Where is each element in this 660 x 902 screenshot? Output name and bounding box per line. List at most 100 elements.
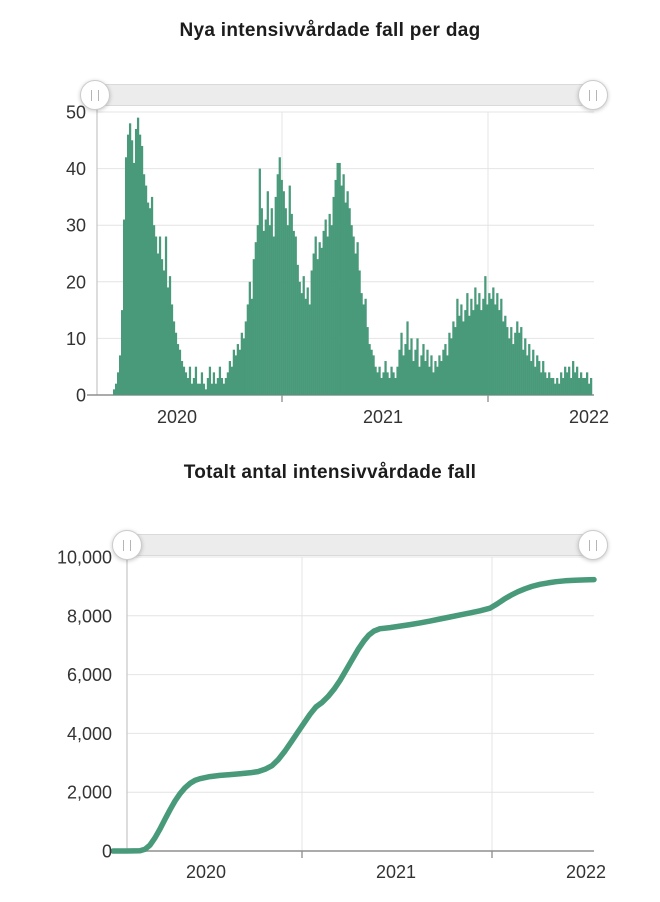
bar: [334, 179, 337, 395]
y-axis-label: 40: [66, 159, 86, 179]
bar: [132, 162, 136, 395]
bar: [544, 372, 547, 395]
bar: [242, 338, 245, 395]
bar: [496, 293, 499, 395]
bar: [530, 361, 533, 395]
bar: [504, 315, 507, 395]
bar: [314, 236, 317, 395]
bar: [372, 355, 375, 395]
bar: [526, 355, 529, 395]
total-range-slider-left-handle[interactable]: [112, 530, 142, 560]
bar: [358, 270, 361, 395]
bar: [394, 378, 397, 395]
bar: [534, 366, 537, 395]
bar: [322, 230, 325, 395]
bar: [538, 361, 541, 395]
bar: [438, 355, 441, 395]
bar: [198, 383, 202, 395]
bar: [270, 208, 273, 395]
bar: [492, 287, 495, 395]
bar: [432, 372, 435, 395]
bar: [370, 349, 373, 395]
bar: [176, 344, 180, 395]
bar: [218, 366, 222, 395]
bar: [300, 293, 303, 395]
bar: [292, 230, 295, 395]
bar: [154, 236, 158, 395]
bar: [138, 134, 142, 395]
bar: [190, 383, 194, 395]
bar: [470, 298, 473, 395]
bar: [306, 287, 309, 395]
bar: [556, 378, 559, 395]
bar: [498, 310, 501, 395]
bar: [118, 355, 122, 395]
bar: [520, 327, 523, 395]
bar: [348, 208, 351, 395]
daily-range-slider-right-handle[interactable]: [578, 80, 608, 110]
bar: [232, 349, 235, 395]
y-axis-label: 2,000: [67, 783, 112, 803]
bar: [122, 219, 126, 395]
bar: [284, 208, 287, 395]
total-range-slider-track[interactable]: [127, 534, 608, 556]
bar: [480, 310, 483, 395]
bar: [488, 293, 491, 395]
bar: [192, 378, 196, 395]
bar: [252, 259, 255, 395]
bar: [540, 372, 543, 395]
bar: [168, 276, 172, 395]
drag-grip-icon: [589, 89, 597, 101]
bar: [262, 230, 265, 395]
bar: [316, 259, 319, 395]
bar: [150, 196, 154, 395]
bar: [542, 361, 545, 395]
bar: [340, 185, 343, 395]
bar: [234, 355, 237, 395]
bar: [514, 332, 517, 395]
bar: [350, 225, 353, 395]
bar: [380, 378, 383, 395]
bar: [170, 304, 174, 395]
bar: [240, 332, 243, 395]
bar: [200, 372, 204, 395]
bar: [294, 236, 297, 395]
bar: [136, 117, 140, 395]
bar: [128, 123, 132, 395]
bar: [564, 366, 567, 395]
bar: [188, 366, 192, 395]
bar: [386, 372, 389, 395]
bar: [236, 344, 239, 395]
bar: [160, 259, 164, 395]
bar: [422, 344, 425, 395]
bar: [113, 389, 116, 395]
daily-range-slider-left-handle[interactable]: [80, 80, 110, 110]
bar: [172, 321, 176, 395]
bar: [500, 298, 503, 395]
bar: [454, 327, 457, 395]
bar: [558, 383, 561, 395]
bar: [156, 253, 160, 395]
bar: [310, 270, 313, 395]
bar: [396, 366, 399, 395]
total-range-slider-right-handle[interactable]: [578, 530, 608, 560]
x-axis-label: 2022: [569, 407, 609, 427]
bar: [152, 225, 156, 395]
bar: [478, 293, 481, 395]
bar: [140, 145, 144, 395]
bar: [134, 128, 138, 396]
bar: [302, 276, 305, 395]
bar: [312, 253, 315, 395]
daily-range-slider-track[interactable]: [95, 84, 608, 106]
x-axis-label: 2022: [566, 862, 606, 882]
bar: [494, 304, 497, 395]
bar: [518, 332, 521, 395]
bar: [384, 361, 387, 395]
bar: [388, 378, 391, 395]
bar: [274, 196, 277, 395]
bar: [164, 236, 168, 395]
bar: [206, 378, 210, 395]
